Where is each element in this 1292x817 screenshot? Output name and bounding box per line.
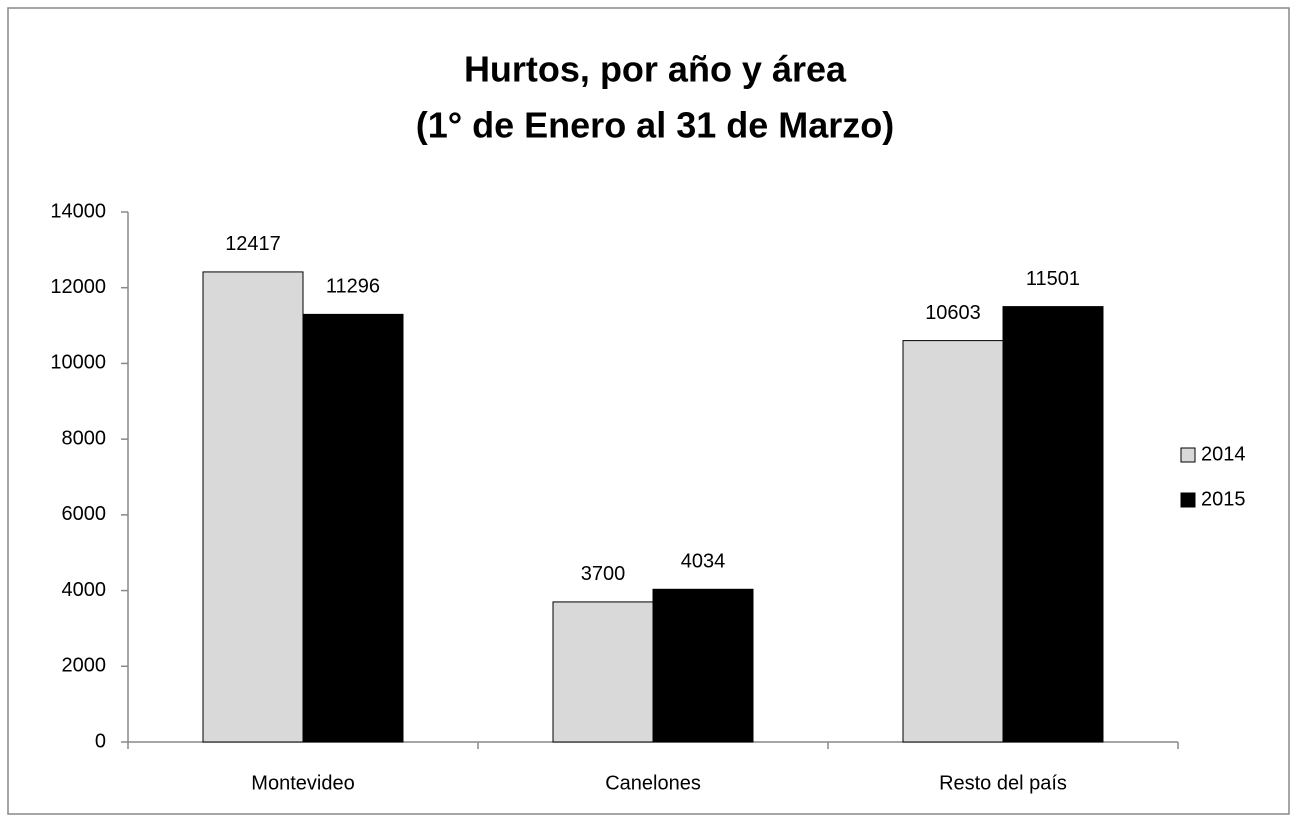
bar xyxy=(652,588,754,743)
bar xyxy=(302,313,404,743)
value-label: 12417 xyxy=(225,233,281,255)
y-tick-label: 2000 xyxy=(62,655,107,677)
legend-swatch xyxy=(1180,447,1196,463)
y-tick-label: 8000 xyxy=(62,427,107,449)
y-tick-label: 12000 xyxy=(50,276,106,298)
chart-title: (1° de Enero al 31 de Marzo) xyxy=(416,105,895,146)
bar xyxy=(552,601,654,743)
y-tick-label: 10000 xyxy=(50,352,106,374)
bar xyxy=(202,271,304,743)
x-tick-label: Canelones xyxy=(605,772,701,794)
bar xyxy=(1002,306,1104,743)
y-tick-label: 4000 xyxy=(62,579,107,601)
legend-label: 2014 xyxy=(1201,443,1246,465)
x-tick-label: Montevideo xyxy=(251,772,354,794)
value-label: 3700 xyxy=(581,563,626,585)
chart-title: Hurtos, por año y área xyxy=(464,49,847,90)
bar xyxy=(902,340,1004,743)
legend-label: 2015 xyxy=(1201,488,1246,510)
value-label: 4034 xyxy=(681,551,726,573)
y-tick-label: 6000 xyxy=(62,503,107,525)
value-label: 10603 xyxy=(925,302,981,324)
x-tick-label: Resto del país xyxy=(939,772,1067,794)
value-label: 11296 xyxy=(326,276,380,298)
value-label: 11501 xyxy=(1026,268,1080,290)
y-tick-label: 0 xyxy=(95,730,106,752)
y-tick-label: 14000 xyxy=(50,200,106,222)
legend-swatch xyxy=(1180,492,1196,508)
